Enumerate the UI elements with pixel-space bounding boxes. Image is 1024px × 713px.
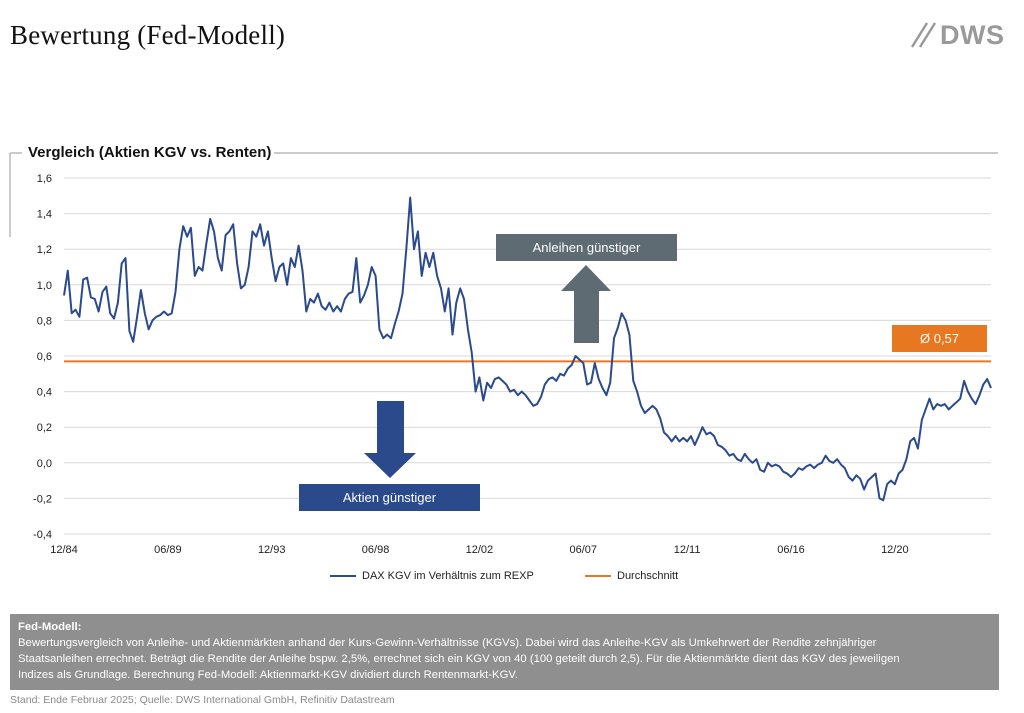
source-note: Stand: Ende Februar 2025; Quelle: DWS In… bbox=[10, 694, 395, 706]
grid-layer bbox=[64, 177, 991, 535]
x-tick-label: 12/84 bbox=[50, 544, 78, 556]
y-axis: 1,6 1,4 1,2 1,0 0,8 0,6 0,4 0,2 0,0 -0,2 -0,4 bbox=[33, 173, 52, 541]
arrow-up-icon bbox=[561, 265, 611, 343]
y-tick-label: 1,0 bbox=[37, 280, 52, 292]
info-box: Fed-Modell: Bewertungsvergleich von Anle… bbox=[10, 614, 999, 690]
logo-text: DWS bbox=[940, 20, 1005, 50]
y-tick-label: 1,6 bbox=[37, 173, 52, 185]
y-tick-label: 1,2 bbox=[37, 244, 52, 256]
series-line-dax bbox=[63, 196, 992, 502]
info-box-title: Fed-Modell: bbox=[18, 621, 82, 633]
dws-logo: DWS bbox=[910, 20, 1005, 50]
x-tick-label: 06/89 bbox=[154, 544, 182, 556]
x-tick-label: 06/98 bbox=[362, 544, 390, 556]
logo-stripes-icon bbox=[910, 22, 937, 48]
chart-title: Vergleich (Aktien KGV vs. Renten) bbox=[28, 144, 272, 161]
y-tick-label: 0,6 bbox=[37, 351, 52, 363]
average-callout: Ø 0,57 bbox=[892, 325, 987, 352]
y-tick-label: 0,4 bbox=[37, 387, 52, 399]
bonds-cheaper-callout: Anleihen günstiger bbox=[496, 234, 677, 261]
legend-item-average: Durchschnitt bbox=[585, 570, 678, 582]
average-callout-label: Ø 0,57 bbox=[919, 331, 960, 346]
chart-legend: DAX KGV im Verhältnis zum REXP Durchschn… bbox=[0, 570, 1024, 586]
page-title: Bewertung (Fed-Modell) bbox=[10, 20, 286, 50]
y-tick-label: 1,4 bbox=[37, 209, 52, 221]
info-box-line: Staatsanleihen errechnet. Beträgt die Re… bbox=[18, 653, 900, 665]
x-axis: 12/84 06/89 12/93 06/98 12/02 06/07 12/11 06/16… bbox=[50, 544, 908, 556]
legend-swatch-average bbox=[585, 575, 611, 577]
y-tick-label: 0,0 bbox=[37, 458, 52, 470]
legend-label-dax: DAX KGV im Verhältnis zum REXP bbox=[362, 570, 534, 582]
y-tick-label: 0,2 bbox=[37, 422, 52, 434]
x-tick-label: 12/93 bbox=[258, 544, 286, 556]
y-tick-label: -0,2 bbox=[33, 493, 52, 505]
legend-item-dax: DAX KGV im Verhältnis zum REXP bbox=[330, 570, 534, 582]
stocks-cheaper-callout: Aktien günstiger bbox=[299, 484, 480, 511]
x-tick-label: 06/07 bbox=[570, 544, 598, 556]
info-box-line: Indizes als Grundlage. Berechnung Fed-Mo… bbox=[18, 669, 519, 681]
y-tick-label: -0,4 bbox=[33, 529, 52, 541]
arrow-down-icon bbox=[364, 401, 416, 478]
stocks-cheaper-label: Aktien günstiger bbox=[342, 490, 437, 505]
legend-swatch-dax bbox=[330, 575, 356, 577]
info-box-line: Bewertungsvergleich von Anleihe- und Akt… bbox=[18, 637, 877, 649]
legend-label-average: Durchschnitt bbox=[617, 570, 679, 582]
x-tick-label: 12/02 bbox=[466, 544, 494, 556]
x-tick-label: 06/16 bbox=[777, 544, 805, 556]
line-chart: 1,6 1,4 1,2 1,0 0,8 0,6 0,4 0,2 0,0 -0,2 -0,4 12/8… bbox=[9, 152, 998, 556]
x-tick-label: 12/11 bbox=[674, 544, 701, 556]
y-tick-label: 0,8 bbox=[37, 315, 52, 327]
x-tick-label: 12/20 bbox=[881, 544, 909, 556]
bonds-cheaper-label: Anleihen günstiger bbox=[532, 240, 641, 255]
